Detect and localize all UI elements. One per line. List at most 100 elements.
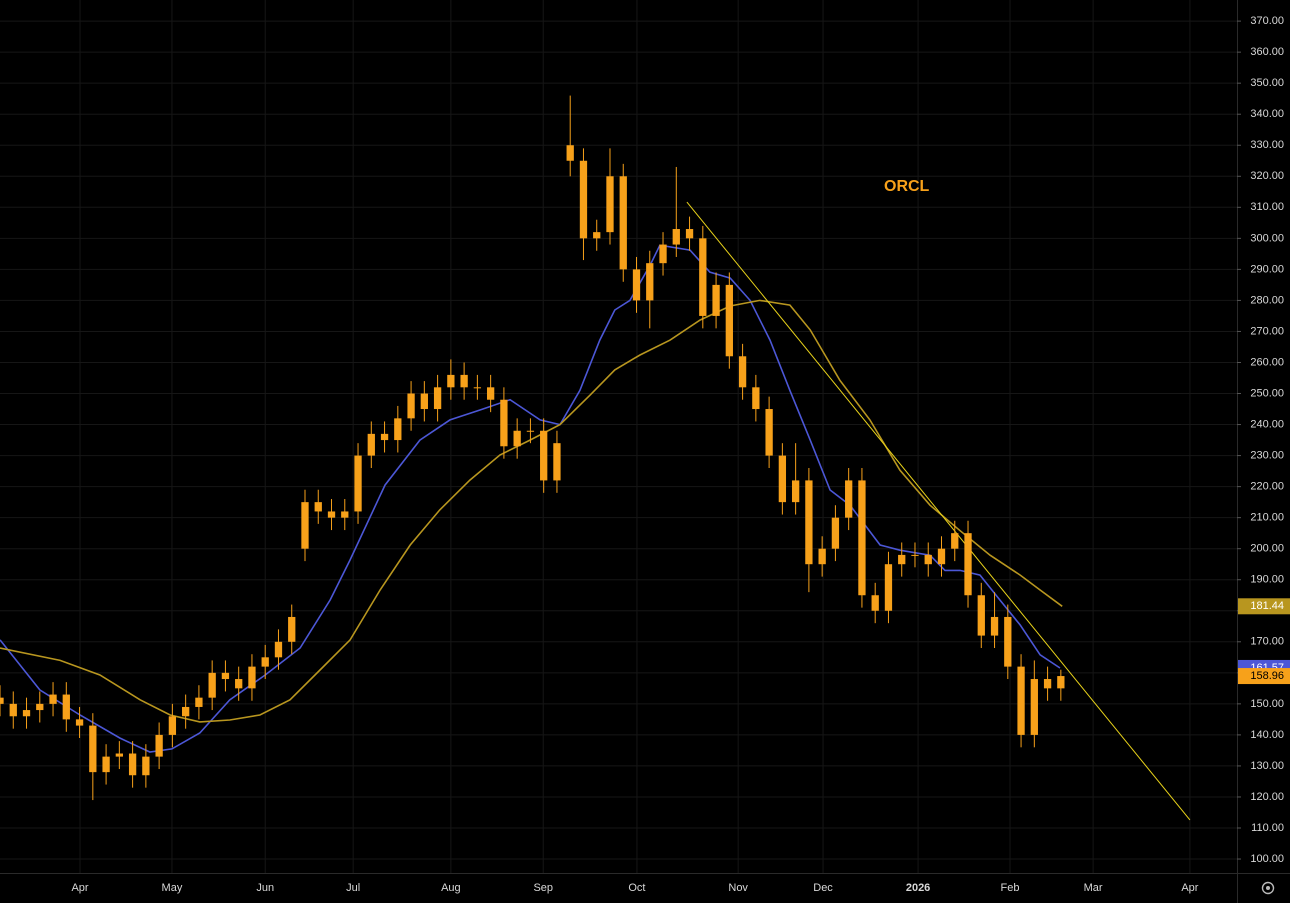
x-tick-label: Aug bbox=[441, 882, 461, 894]
candle-body bbox=[606, 176, 614, 233]
y-tick-label: 190.00 bbox=[1250, 574, 1284, 586]
candle-body bbox=[274, 641, 283, 658]
candle-body bbox=[1017, 666, 1025, 735]
candle-body bbox=[9, 703, 17, 717]
y-tick-label: 200.00 bbox=[1250, 543, 1284, 555]
y-tick-label: 120.00 bbox=[1250, 791, 1284, 803]
y-tick-label: 220.00 bbox=[1250, 481, 1284, 493]
x-tick-label: Oct bbox=[628, 882, 645, 894]
candle-body bbox=[725, 284, 733, 357]
grid bbox=[0, 0, 1237, 873]
trendline bbox=[686, 201, 1191, 821]
candle-body bbox=[168, 716, 177, 735]
candle-body bbox=[195, 697, 203, 707]
candle-body bbox=[142, 756, 150, 776]
candle-body bbox=[182, 706, 190, 717]
y-tick-label: 170.00 bbox=[1250, 636, 1284, 648]
y-tick-label: 340.00 bbox=[1250, 108, 1284, 120]
candle-body bbox=[964, 533, 972, 596]
candle-body bbox=[712, 284, 720, 316]
y-tick-label: 260.00 bbox=[1250, 356, 1284, 368]
candle-body bbox=[447, 374, 455, 388]
y-tick-label: 290.00 bbox=[1250, 263, 1284, 275]
candle-body bbox=[540, 430, 548, 481]
candle-body bbox=[0, 697, 4, 704]
candle-body bbox=[354, 455, 362, 512]
candle-body bbox=[208, 672, 216, 698]
candle-body bbox=[128, 753, 137, 776]
candle-body bbox=[924, 554, 932, 565]
candle-body bbox=[858, 480, 866, 596]
candle-body bbox=[486, 387, 495, 400]
candle-body bbox=[22, 710, 31, 717]
y-tick-label: 330.00 bbox=[1250, 139, 1284, 151]
candle-body bbox=[1057, 676, 1065, 689]
price-tag-label: 181.44 bbox=[1250, 600, 1284, 612]
y-tick-label: 140.00 bbox=[1250, 729, 1284, 741]
candle-body bbox=[49, 694, 57, 704]
candle-body bbox=[685, 229, 694, 239]
candle-body bbox=[460, 374, 468, 388]
candle-body bbox=[845, 480, 853, 518]
x-tick-label: Apr bbox=[1181, 882, 1198, 894]
candle-body bbox=[1043, 679, 1052, 689]
y-tick-label: 360.00 bbox=[1250, 46, 1284, 58]
candle-body bbox=[155, 734, 163, 757]
candle-body bbox=[871, 595, 879, 611]
y-tick-label: 350.00 bbox=[1250, 77, 1284, 89]
settings-icon[interactable] bbox=[1261, 881, 1275, 895]
candle-body bbox=[778, 455, 787, 503]
candle-body bbox=[566, 145, 574, 161]
settings-icon[interactable] bbox=[1266, 886, 1270, 890]
y-tick-label: 150.00 bbox=[1250, 698, 1284, 710]
candle-body bbox=[699, 238, 707, 316]
candle-body bbox=[937, 548, 946, 565]
candle-body bbox=[367, 433, 375, 456]
candle-body bbox=[805, 480, 813, 565]
candle-body bbox=[951, 533, 959, 549]
candle-body bbox=[1030, 679, 1038, 735]
x-tick-label: May bbox=[162, 882, 183, 894]
candle-body bbox=[235, 679, 243, 689]
candle-body bbox=[911, 554, 919, 556]
x-tick-label: 2026 bbox=[906, 882, 930, 894]
y-tick-label: 100.00 bbox=[1250, 853, 1284, 865]
settings-icon[interactable] bbox=[1261, 881, 1275, 895]
candle-body bbox=[977, 595, 985, 636]
candle-body bbox=[990, 616, 999, 636]
candle-body bbox=[327, 511, 336, 518]
x-tick-label: Nov bbox=[728, 882, 748, 894]
candle-body bbox=[314, 502, 322, 512]
candle-body bbox=[898, 554, 906, 565]
candle-body bbox=[513, 430, 521, 447]
candle-body bbox=[473, 387, 482, 389]
x-tick-label: Sep bbox=[533, 882, 553, 894]
candle-body bbox=[659, 244, 667, 264]
y-tick-label: 370.00 bbox=[1250, 15, 1284, 27]
y-tick-label: 130.00 bbox=[1250, 760, 1284, 772]
y-tick-label: 210.00 bbox=[1250, 512, 1284, 524]
candle-body bbox=[526, 430, 535, 432]
candle-body bbox=[433, 387, 442, 410]
candle-body bbox=[619, 176, 627, 270]
price-tag-label: 158.96 bbox=[1250, 670, 1284, 682]
plot bbox=[0, 95, 1191, 821]
candle-body bbox=[593, 232, 601, 239]
candle-body bbox=[420, 393, 428, 410]
candle-body bbox=[248, 666, 256, 689]
candle-body bbox=[646, 263, 654, 301]
candle-body bbox=[553, 443, 561, 481]
y-tick-label: 240.00 bbox=[1250, 418, 1284, 430]
y-tick-label: 320.00 bbox=[1250, 170, 1284, 182]
candle-body bbox=[632, 269, 641, 301]
candle-body bbox=[89, 725, 97, 773]
x-tick-label: Feb bbox=[1001, 882, 1020, 894]
y-tick-label: 300.00 bbox=[1250, 232, 1284, 244]
y-tick-label: 250.00 bbox=[1250, 387, 1284, 399]
candle-body bbox=[380, 433, 389, 441]
candle-body bbox=[62, 694, 70, 720]
candle-body bbox=[288, 616, 296, 642]
candle-body bbox=[261, 657, 269, 667]
